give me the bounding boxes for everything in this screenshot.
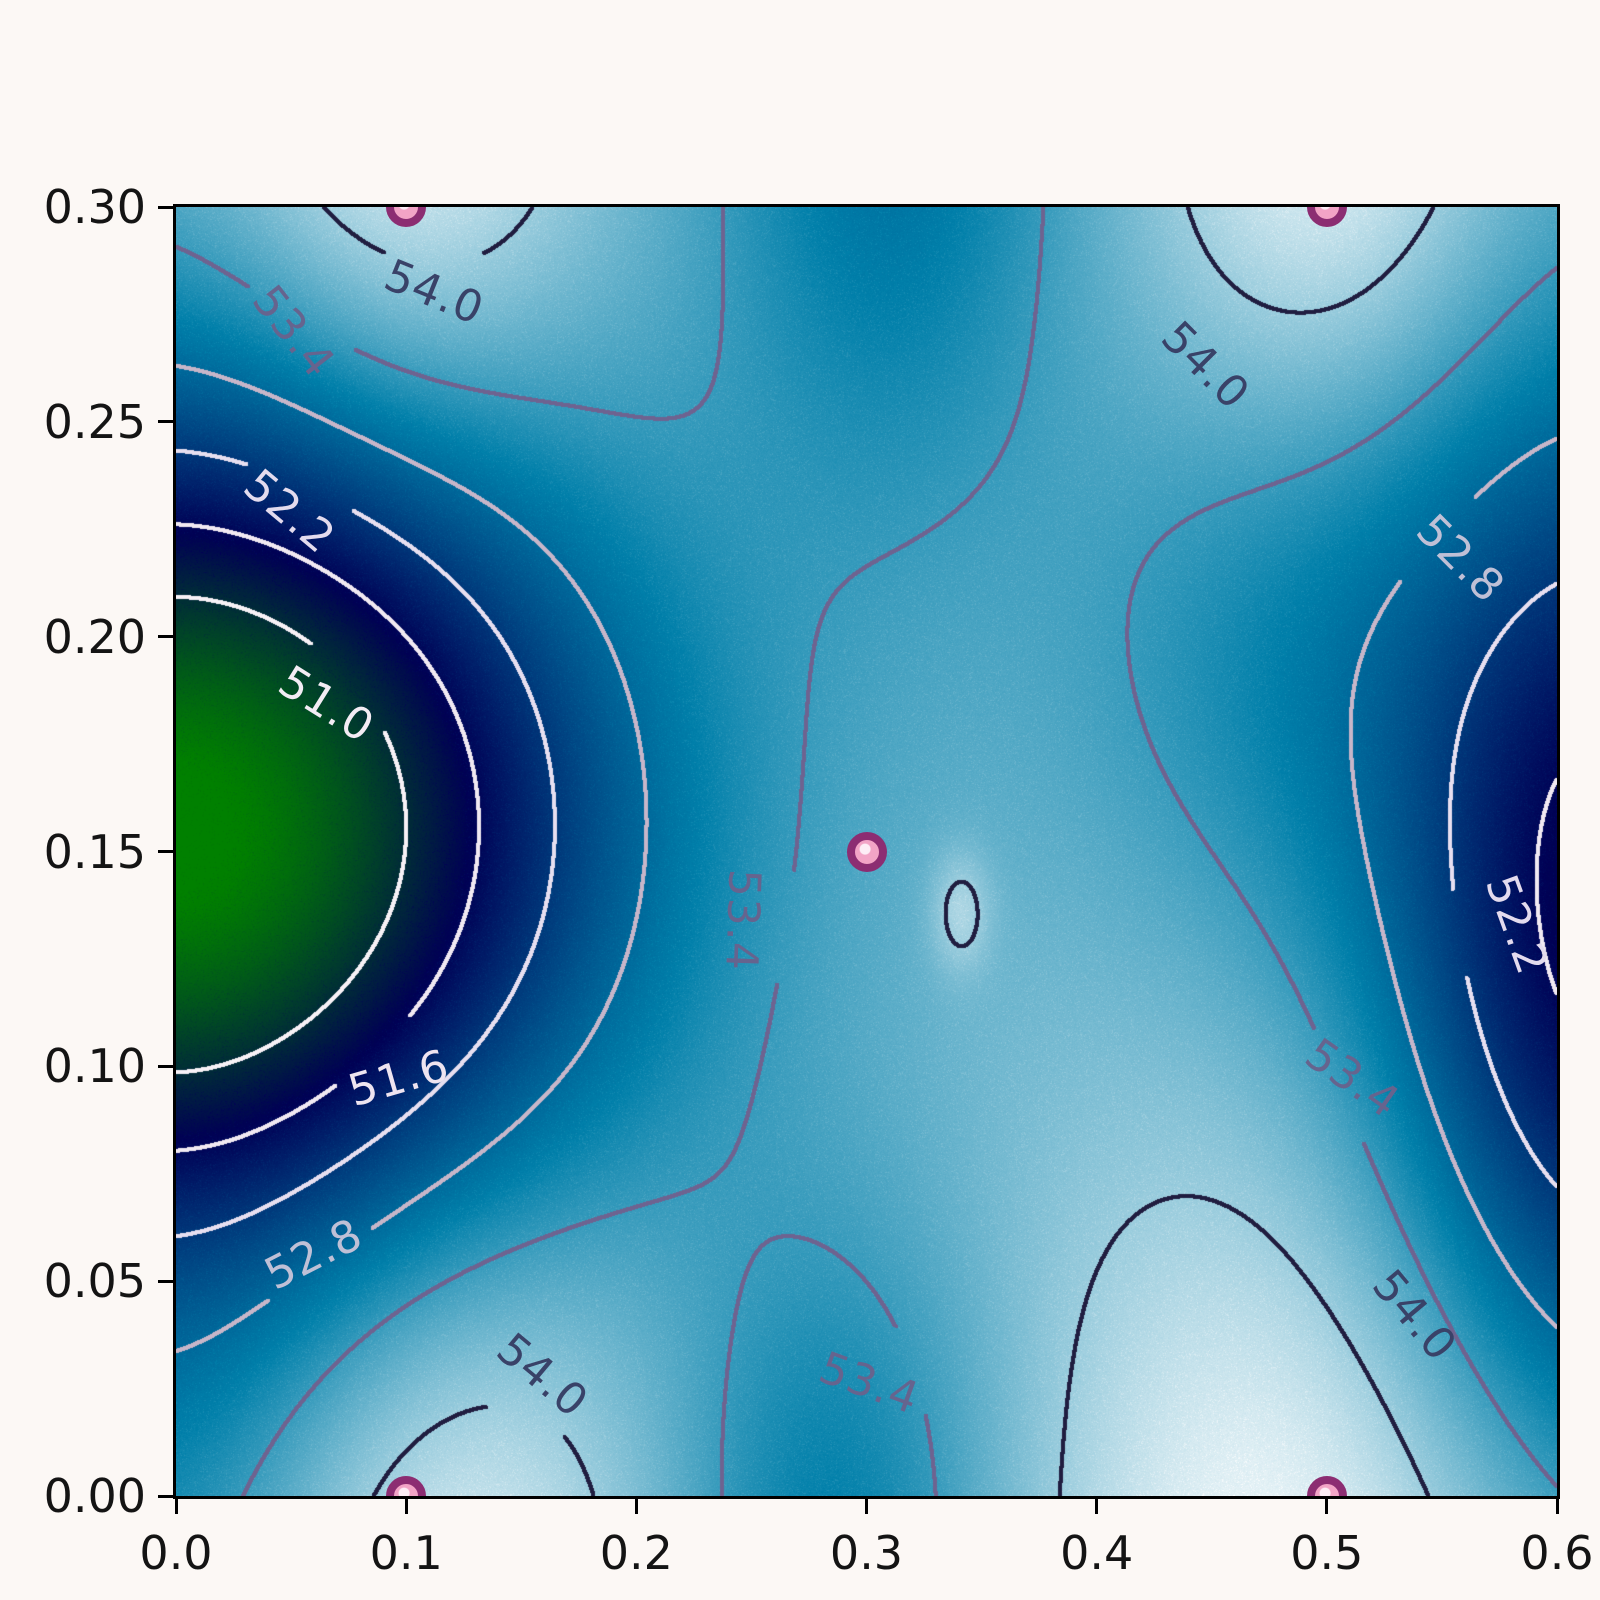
contour-label-54-0: 54.0 bbox=[377, 249, 491, 336]
x-axis-tick-label: 0.2 bbox=[599, 1526, 673, 1580]
y-axis-tick-label: 0.25 bbox=[43, 394, 146, 449]
contour-label-52-2: 52.2 bbox=[233, 459, 345, 564]
y-axis-tick bbox=[158, 205, 176, 209]
y-axis-tick-label: 0.00 bbox=[43, 1469, 146, 1523]
contour-label-52-2: 52.2 bbox=[1474, 867, 1558, 981]
x-axis-tick-label: 0.3 bbox=[829, 1526, 904, 1580]
contour-label-52-8: 52.8 bbox=[256, 1209, 371, 1301]
contour-label-53-4: 53.4 bbox=[242, 275, 346, 388]
data-point-marker bbox=[386, 207, 427, 227]
y-axis-tick-label: 0.05 bbox=[43, 1254, 146, 1309]
x-axis-tick-label: 0.0 bbox=[139, 1526, 213, 1580]
x-axis-tick bbox=[174, 1496, 178, 1514]
x-axis-tick bbox=[1325, 1496, 1329, 1514]
contour-label-54-0: 54.0 bbox=[486, 1322, 598, 1428]
contour-label-51-6: 51.6 bbox=[343, 1040, 456, 1118]
contour-label-52-8: 52.8 bbox=[1406, 504, 1515, 614]
x-axis-tick bbox=[634, 1496, 638, 1514]
y-axis-tick bbox=[158, 420, 176, 424]
data-point-marker bbox=[386, 1476, 427, 1496]
y-axis-tick-label: 0.10 bbox=[43, 1039, 146, 1094]
contour-annotations-layer: 51.0 51.6 52.2 52.2 52.8 52.8 53.4 53.4 53.4 53.4… bbox=[176, 207, 1557, 1496]
y-axis-tick bbox=[158, 1064, 176, 1068]
x-axis-tick bbox=[865, 1496, 868, 1514]
x-axis-tick-label: 0.5 bbox=[1290, 1526, 1364, 1580]
x-axis-tick bbox=[404, 1496, 408, 1514]
y-axis-tick-label: 0.20 bbox=[43, 609, 146, 664]
x-axis-tick-label: 0.6 bbox=[1520, 1526, 1594, 1580]
x-axis-tick-label: 0.4 bbox=[1060, 1526, 1134, 1580]
x-axis-tick bbox=[1095, 1496, 1099, 1514]
contour-label-53-4: 53.4 bbox=[812, 1342, 926, 1426]
data-point-marker bbox=[846, 831, 887, 872]
plot-area: 51.0 51.6 52.2 52.2 52.8 52.8 53.4 53.4 53.4 53.4… bbox=[173, 204, 1560, 1499]
y-axis-tick-label: 0.30 bbox=[43, 180, 146, 234]
contour-label-51-0: 51.0 bbox=[269, 656, 383, 754]
x-axis-tick bbox=[1555, 1496, 1559, 1514]
y-axis-tick bbox=[158, 1494, 176, 1498]
y-axis-tick-label: 0.15 bbox=[43, 824, 146, 879]
contour-label-53-4: 53.4 bbox=[715, 868, 770, 973]
data-point-marker bbox=[1306, 1476, 1347, 1496]
y-axis-tick bbox=[158, 850, 176, 853]
y-axis-tick bbox=[158, 1279, 176, 1283]
y-axis-tick bbox=[158, 635, 176, 639]
data-point-marker bbox=[1306, 207, 1347, 227]
contour-label-54-0: 54.0 bbox=[1151, 311, 1260, 420]
contour-label-54-0: 54.0 bbox=[1362, 1259, 1467, 1371]
x-axis-tick-label: 0.1 bbox=[369, 1526, 443, 1580]
contour-label-53-4: 53.4 bbox=[1296, 1028, 1409, 1129]
